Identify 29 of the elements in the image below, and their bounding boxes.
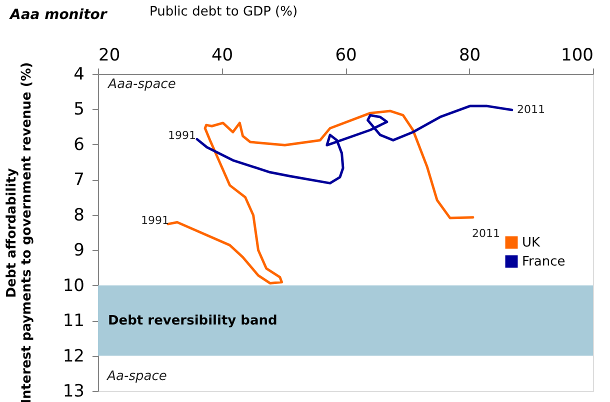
y-tick-label: 10 <box>62 276 84 296</box>
line-series <box>166 110 474 284</box>
x-tick-label: 40 <box>211 46 234 66</box>
x-tick-label: 60 <box>335 46 357 66</box>
line-series <box>196 104 514 184</box>
chart-title: Aaa monitor <box>9 7 108 23</box>
legend-label: UK <box>522 236 541 250</box>
x-tick-label: 80 <box>458 46 481 66</box>
annotation: 2011 <box>517 103 545 116</box>
y-tick-label: 11 <box>62 311 84 332</box>
x-axis-title: Public debt to GDP (%) <box>149 4 298 20</box>
y-tick-label: 12 <box>62 346 84 366</box>
y-tick-label: 6 <box>74 134 84 155</box>
y-tick-label: 7 <box>74 170 84 190</box>
annotation: Aa-space <box>106 369 167 384</box>
band-label: Debt reversibility band <box>108 314 278 329</box>
annotation: Aaa-space <box>107 77 176 92</box>
y-tick-label: 4 <box>74 64 84 84</box>
annotation: 1991 <box>141 214 169 227</box>
y-tick-label: 8 <box>74 205 84 226</box>
annotation: 1991 <box>168 129 196 142</box>
x-tick-label: 100 <box>561 46 594 66</box>
y-tick-label: 5 <box>74 100 84 120</box>
y-tick-label: 9 <box>74 240 84 261</box>
x-tick-label: 20 <box>98 46 120 66</box>
text: Debt affordability <box>4 168 20 298</box>
legend-label: France <box>522 254 566 270</box>
annotation: 2011 <box>472 227 500 240</box>
y-tick-label: 13 <box>62 382 84 402</box>
